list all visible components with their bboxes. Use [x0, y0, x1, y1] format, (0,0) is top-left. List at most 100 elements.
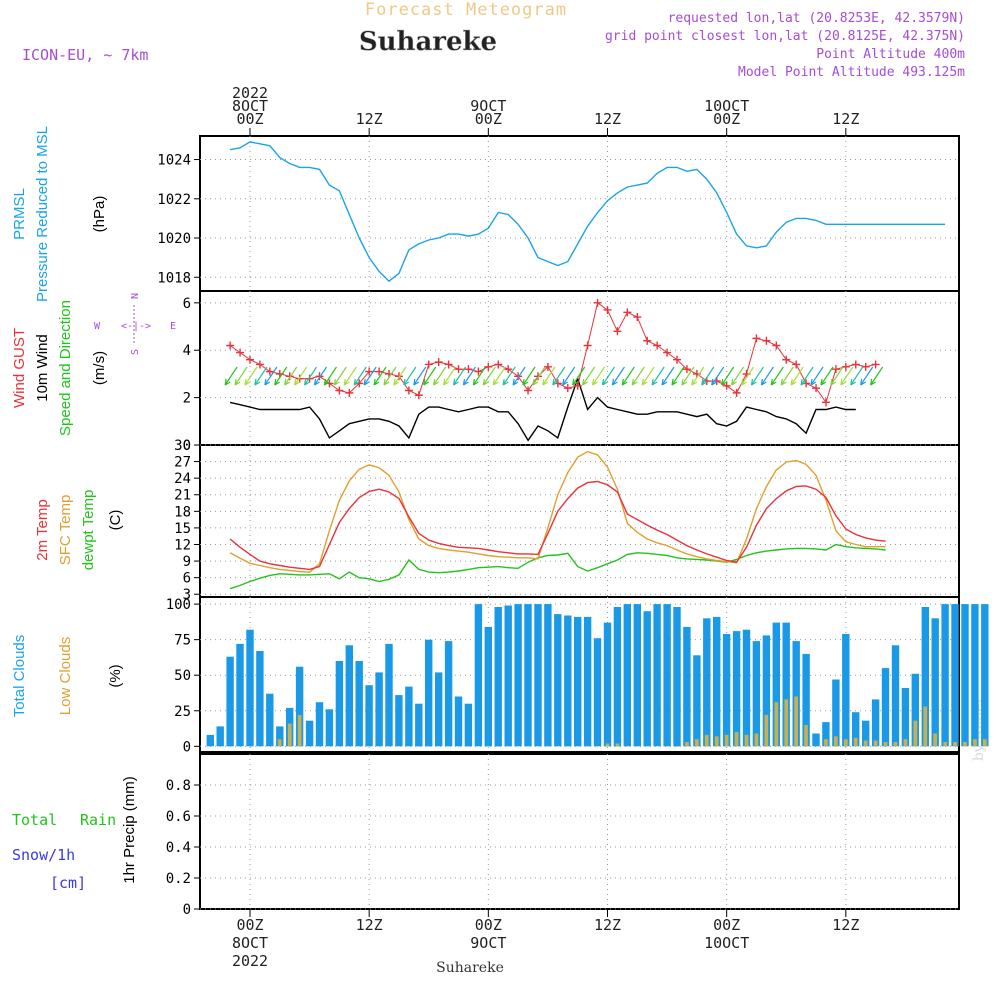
precip-label-snow: Snow/1h — [12, 846, 75, 864]
total-cloud-bar — [713, 616, 721, 747]
data-layer — [206, 141, 989, 747]
wind-direction-arrow-head — [234, 378, 241, 386]
wind-direction-arrow-head — [611, 378, 618, 386]
total-cloud-bar — [385, 643, 393, 747]
temp-tick-label: 15 — [174, 521, 191, 537]
wind-gust-marker — [335, 386, 344, 395]
total-cloud-bar — [315, 702, 324, 747]
wind-gust-marker — [623, 308, 632, 317]
wind-direction-arrow — [770, 366, 784, 386]
wind-direction-arrow-head — [840, 378, 847, 386]
total-cloud-bar — [762, 635, 771, 747]
wind-direction-arrow-head — [423, 378, 430, 386]
cloud-unit: (%) — [107, 664, 124, 687]
wind-direction-arrow — [323, 366, 337, 386]
wind-gust-marker — [305, 374, 314, 383]
total-cloud-bar — [444, 641, 453, 747]
total-cloud-bar — [415, 703, 423, 747]
total-cloud-bar — [881, 668, 890, 747]
total-cloud-bar — [752, 641, 761, 747]
wind-direction-arrow-head — [294, 378, 300, 386]
temp-tick-label: 21 — [174, 488, 191, 504]
wind-direction-arrow — [343, 366, 357, 386]
total-cloud-bar — [405, 686, 413, 747]
requested-coords: requested lon,lat (20.8253E, 42.3579N) — [668, 11, 965, 26]
wind-direction-arrow-head — [522, 378, 529, 386]
wind-gust-marker — [414, 391, 423, 400]
wind-direction-arrow — [274, 366, 288, 386]
wind-gust-marker — [434, 358, 443, 367]
wind-direction-arrow-head — [224, 378, 231, 386]
cloud-labels: Total Clouds Low Clouds (%) — [11, 635, 124, 718]
temp-unit: (C) — [107, 510, 124, 531]
wind-direction-arrow-head — [582, 378, 588, 386]
precip-tick-label: 0.8 — [166, 778, 191, 794]
total-cloud-bar — [345, 645, 353, 747]
precip-tick-label: 0.2 — [166, 871, 191, 887]
wind-direction-arrow-head — [591, 378, 598, 386]
temp-2m-line — [229, 480, 886, 571]
wind-direction-arrow-head — [333, 378, 340, 386]
wind-gust-marker — [821, 398, 830, 407]
wind-direction-arrow-head — [651, 378, 658, 386]
wind-gust-marker — [474, 367, 483, 376]
wind-gust-marker — [494, 360, 503, 369]
temp-tick-label: 3 — [183, 587, 191, 603]
wind-direction-arrow — [552, 366, 566, 386]
top-time-label: 00Z — [236, 110, 263, 128]
wind-gust-marker — [504, 365, 513, 374]
low-cloud-bar — [774, 702, 779, 747]
pressure-tick-label: 1022 — [157, 192, 191, 208]
compass-arrow: <-|-> — [121, 321, 151, 332]
wind-direction-arrow — [760, 366, 774, 386]
total-cloud-bar — [971, 604, 979, 747]
precip-tick-label: 0.6 — [166, 809, 191, 825]
wind-gust-marker — [613, 327, 622, 336]
wind-direction-arrow — [453, 366, 467, 386]
precip-tick-label: 0 — [183, 902, 191, 918]
wind-direction-arrow-head — [721, 378, 727, 386]
low-cloud-bar — [933, 733, 937, 747]
total-cloud-bar — [474, 604, 483, 747]
wind-direction-arrow-head — [800, 378, 807, 386]
cloud-tick-label: 25 — [174, 704, 191, 720]
wind-gust-marker — [394, 372, 403, 381]
wind-direction-arrow — [333, 366, 347, 386]
total-cloud-bar — [246, 629, 254, 747]
wind-gust-marker — [424, 360, 433, 369]
temp-tick-label: 9 — [183, 554, 191, 570]
wind-direction-arrow — [482, 366, 496, 386]
total-cloud-bar — [593, 638, 602, 747]
total-cloud-bar — [514, 604, 522, 747]
wind-gust-marker — [226, 341, 235, 350]
wind-direction-arrow-head — [631, 378, 638, 386]
pressure-tick-label: 1024 — [157, 153, 191, 169]
low-cloud-bar — [983, 739, 987, 747]
cloud-tick-label: 75 — [174, 633, 191, 649]
top-time-label: 10OCT — [704, 97, 749, 115]
wind-gust-marker — [722, 381, 731, 390]
wind-gust-marker — [831, 365, 840, 374]
wind-direction-arrow-head — [711, 378, 718, 386]
compass-south: S — [130, 349, 141, 355]
wind-direction-arrow-head — [452, 378, 459, 386]
total-cloud-bar — [732, 631, 741, 747]
wind-direction-arrow-head — [264, 378, 271, 386]
bottom-time-label: 00Z — [713, 916, 740, 934]
total-cloud-bar — [931, 618, 939, 747]
wind-direction-arrow-head — [661, 378, 668, 386]
top-time-label: 00Z — [475, 110, 502, 128]
low-cloud-bar — [943, 742, 947, 747]
total-cloud-bar — [494, 607, 502, 747]
cloud-tick-label: 50 — [174, 668, 191, 684]
wind-gust-line — [229, 301, 876, 404]
total-cloud-bar — [355, 661, 363, 747]
wind-label-speed-dir: Speed and Direction — [57, 300, 74, 436]
wind-gust-marker — [682, 365, 691, 374]
wind-direction-arrow — [651, 366, 665, 386]
wind-direction-arrow — [353, 366, 367, 386]
wind-direction-arrow-head — [870, 378, 876, 386]
wind-gust-marker — [345, 388, 354, 397]
top-time-label: 00Z — [713, 110, 740, 128]
low-cloud-bar — [844, 739, 848, 747]
